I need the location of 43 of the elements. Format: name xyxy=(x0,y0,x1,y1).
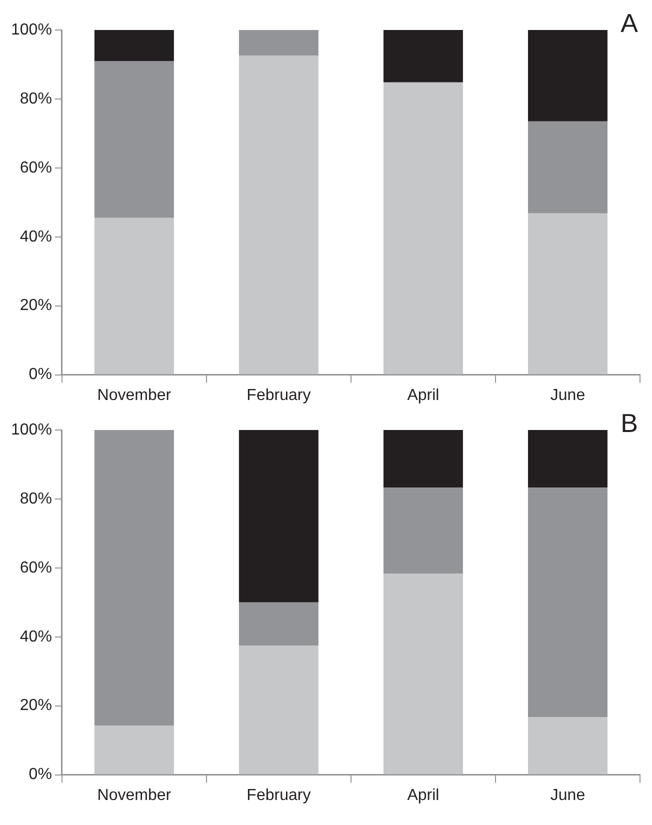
x-tick-label: November xyxy=(97,786,172,804)
y-tick-label: 40% xyxy=(20,628,52,646)
annotation: A xyxy=(620,8,639,38)
x-tick-label: February xyxy=(246,386,311,404)
bar xyxy=(383,430,463,488)
y-tick-label: 0% xyxy=(28,766,52,784)
bar xyxy=(383,30,463,82)
bar xyxy=(238,56,318,374)
x-tick-label: June xyxy=(550,386,586,404)
bar xyxy=(94,30,174,62)
bar xyxy=(94,725,174,774)
bar xyxy=(94,430,174,726)
y-tick-label: 80% xyxy=(20,490,52,508)
bar xyxy=(94,61,174,218)
y-tick-label: 20% xyxy=(20,697,52,714)
bar xyxy=(383,574,463,774)
y-tick-label: 60% xyxy=(20,159,52,176)
y-tick-label: 40% xyxy=(20,228,52,246)
y-tick-label: 0% xyxy=(28,366,52,384)
bar xyxy=(383,488,463,574)
bar xyxy=(238,430,318,602)
x-tick-label: June xyxy=(550,786,586,804)
y-tick-label: 80% xyxy=(20,90,52,108)
annotation: B xyxy=(620,408,638,438)
bar xyxy=(238,30,318,56)
bar xyxy=(383,82,463,374)
y-tick-label: 100% xyxy=(11,21,52,38)
bar xyxy=(238,646,318,774)
bar xyxy=(94,218,174,374)
y-tick-label: 100% xyxy=(11,421,52,438)
bar xyxy=(528,213,608,374)
bar xyxy=(528,430,608,488)
bar xyxy=(528,717,608,774)
x-tick-label: February xyxy=(246,786,311,804)
bar xyxy=(238,602,318,646)
bar xyxy=(528,121,608,214)
y-tick-label: 60% xyxy=(20,559,52,576)
y-tick-label: 20% xyxy=(20,297,52,314)
bar xyxy=(528,488,608,718)
bar xyxy=(528,30,608,122)
x-tick-label: April xyxy=(407,786,440,804)
x-tick-label: November xyxy=(97,386,172,404)
x-tick-label: April xyxy=(407,386,440,404)
